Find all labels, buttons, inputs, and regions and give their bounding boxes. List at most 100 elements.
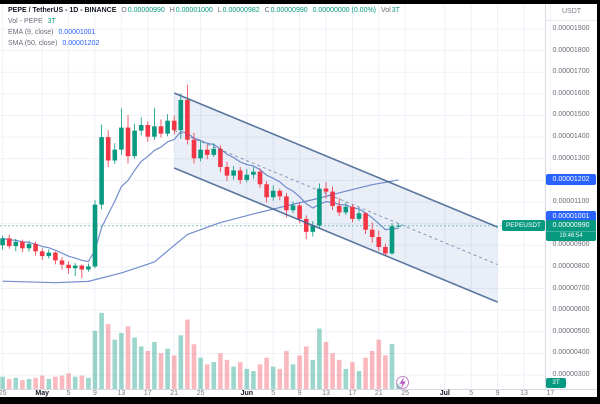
ema-study-label: EMA (9, close)	[8, 29, 54, 36]
volume-bar	[72, 376, 78, 389]
price-axis-separator	[545, 4, 546, 390]
volume-study-row[interactable]: Vol - PEPE 3T	[8, 17, 59, 26]
volume-bar	[13, 377, 19, 389]
volume-bar	[112, 339, 118, 389]
time-tick-label: 9	[297, 390, 302, 397]
price-tick-label: 0.00000300	[552, 371, 590, 379]
price-tick-label: 0.00001900	[552, 24, 590, 32]
close-value: 0.00000990	[270, 7, 308, 14]
candle-body	[224, 166, 230, 176]
time-tick-label: 21	[170, 390, 179, 397]
time-tick-label: 25	[196, 390, 205, 397]
candles	[0, 84, 401, 279]
candle-body	[53, 252, 58, 261]
price-tick-label: 0.00000800	[552, 262, 590, 270]
volume-bar	[257, 364, 263, 389]
volume-bar	[231, 366, 236, 389]
volume-bar	[343, 368, 349, 389]
volume-bar	[165, 348, 170, 389]
volume-bar	[218, 353, 223, 389]
symbol-legend-row[interactable]: PEPE / TetherUS - 1D - BINANCE O0.000009…	[8, 6, 403, 15]
volume-bar	[20, 380, 25, 389]
ema-study-row[interactable]: EMA (9, close) 0.00001001	[8, 28, 98, 37]
price-axis[interactable]: 0.00001900 0.00001800 0.00001700 0.00001600…	[545, 4, 600, 389]
volume-bar	[158, 353, 164, 389]
volume-bar	[191, 344, 197, 389]
sma-study-row[interactable]: SMA (50, close) 0.00001202	[8, 39, 102, 48]
volume-bar	[244, 368, 250, 389]
bar-countdown: 19:46:54	[546, 231, 596, 241]
sma-price-badge: 0.00001202	[546, 174, 596, 185]
volume-study-value: 3T	[47, 18, 56, 25]
price-axis-currency[interactable]: USDT	[546, 4, 597, 21]
candle-body	[396, 225, 401, 227]
time-tick-label: 13	[322, 390, 330, 397]
candle-body	[211, 148, 217, 155]
volume-bar	[178, 335, 184, 389]
candle-body	[257, 171, 263, 185]
channel-upper-line[interactable]	[173, 92, 498, 228]
candle-body	[343, 206, 349, 213]
price-tick-label: 0.00000700	[552, 284, 590, 292]
price-tick-label: 0.00001400	[552, 133, 590, 141]
lightning-icon[interactable]	[396, 376, 410, 390]
time-tick-label: 5	[66, 390, 71, 397]
candle-body	[330, 191, 335, 206]
price-tick-label: 0.00001100	[552, 198, 590, 205]
time-tick-label: Jun	[240, 390, 254, 397]
candle-body	[119, 127, 124, 150]
volume-bar	[277, 368, 283, 389]
candle-body	[178, 99, 184, 131]
volume-bar	[39, 375, 45, 389]
candle-body	[218, 148, 223, 167]
candle-body	[270, 190, 276, 198]
volume-bar	[290, 364, 296, 389]
time-tick-label: 17	[546, 390, 555, 397]
candle-body	[376, 237, 382, 247]
candle-body	[132, 130, 137, 157]
volume-bar	[105, 324, 111, 389]
time-tick-label: May	[35, 390, 49, 397]
volume-study-label: Vol - PEPE	[8, 18, 43, 25]
volume-bars	[0, 312, 401, 389]
volume-bar	[224, 359, 230, 389]
volume-bar	[323, 341, 329, 389]
volume-bar	[251, 371, 256, 389]
candle-wick	[81, 264, 83, 279]
time-axis[interactable]: 25 May 5 9 13 17 21 25 Jun 5 9 13 17 21 25 Jul 5 9 13 17	[0, 389, 597, 399]
time-tick-label: 5	[469, 390, 474, 397]
price-tick-label: 0.00001300	[552, 154, 590, 162]
low-label: L	[217, 7, 222, 14]
time-tick-label: 13	[520, 390, 528, 397]
channel-lower-line[interactable]	[173, 167, 498, 303]
volume-bar	[198, 357, 203, 389]
candle-body	[350, 206, 355, 219]
volume-bar	[185, 319, 190, 389]
volume-bar	[303, 346, 309, 389]
time-tick-label: 25	[0, 390, 7, 397]
price-tick-label: 0.00000600	[552, 306, 590, 314]
candle-body	[356, 213, 362, 219]
channel-mid-line[interactable]	[174, 130, 498, 266]
price-tick-label: 0.00001500	[552, 111, 590, 119]
last-price-value: 0.00000990	[552, 222, 590, 229]
candle-body	[0, 238, 5, 246]
candle-body	[145, 124, 151, 137]
candle-body	[86, 266, 91, 270]
candle-body	[59, 260, 65, 265]
volume-bar	[270, 366, 276, 389]
volume-bar	[171, 355, 177, 389]
sma50-line[interactable]	[2, 179, 399, 284]
volume-bar	[211, 362, 217, 389]
price-tick-label: 0.00000900	[552, 241, 590, 249]
symbol-title[interactable]: PEPE / TetherUS - 1D - BINANCE	[8, 7, 117, 14]
candle-body	[369, 229, 375, 238]
candle-wick	[154, 107, 155, 140]
sma-study-label: SMA (50, close)	[8, 40, 58, 47]
volume-axis-badge: 3T	[546, 378, 566, 388]
price-tick-label: 0.00000400	[552, 349, 590, 357]
candle-body	[231, 170, 236, 176]
candle-body	[138, 124, 144, 131]
candle-body	[363, 213, 368, 230]
